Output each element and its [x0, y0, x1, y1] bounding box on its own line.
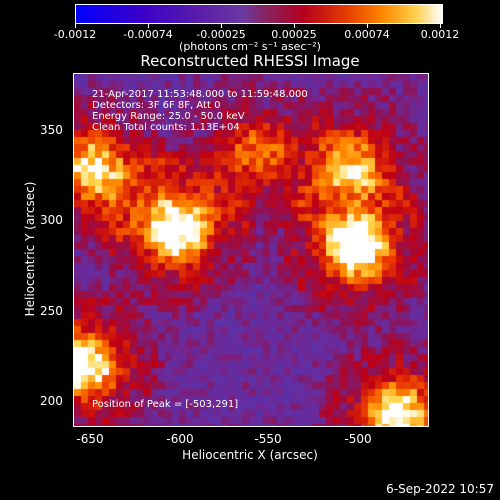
- x-tick-label: -550: [254, 432, 282, 446]
- peak-position-label: Position of Peak = [-503,291]: [92, 399, 239, 410]
- x-tick-label: -600: [166, 432, 194, 446]
- colorbar-tick-label: -0.00074: [123, 28, 173, 41]
- colorbar: [75, 4, 443, 24]
- y-tick-label: 200: [40, 394, 63, 408]
- date-stamp: 6-Sep-2022 10:57: [386, 482, 494, 496]
- energy-range-label: Energy Range: 25.0 - 50.0 keV: [92, 111, 245, 122]
- x-axis-label: Heliocentric X (arcsec): [182, 448, 318, 462]
- y-axis-label: Heliocentric Y (arcsec): [23, 181, 37, 317]
- colorbar-tick-label: -0.0012: [53, 28, 97, 41]
- colorbar-tick-label: 0.0012: [420, 28, 460, 41]
- x-tick-label: -500: [344, 432, 372, 446]
- colorbar-units: (photons cm⁻² s⁻¹ asec⁻²): [179, 40, 321, 53]
- colorbar-tick-label: 0.00025: [271, 28, 317, 41]
- image-title: Reconstructed RHESSI Image: [140, 52, 360, 70]
- y-tick-label: 350: [40, 123, 63, 137]
- detectors-label: Detectors: 3F 6F 8F, Att 0: [92, 100, 221, 111]
- rhessi-image-panel: 21-Apr-2017 11:53:48.000 to 11:59:48.000…: [73, 73, 429, 427]
- y-tick-label: 300: [40, 213, 63, 227]
- time-range-label: 21-Apr-2017 11:53:48.000 to 11:59:48.000: [92, 89, 308, 100]
- x-tick-label: -650: [76, 432, 104, 446]
- heatmap-canvas: [74, 74, 428, 426]
- method-counts-label: Clean Total counts: 1.13E+04: [92, 122, 240, 133]
- y-tick-label: 250: [40, 304, 63, 318]
- colorbar-tick-label: 0.00074: [344, 28, 390, 41]
- colorbar-tick-label: -0.00025: [196, 28, 246, 41]
